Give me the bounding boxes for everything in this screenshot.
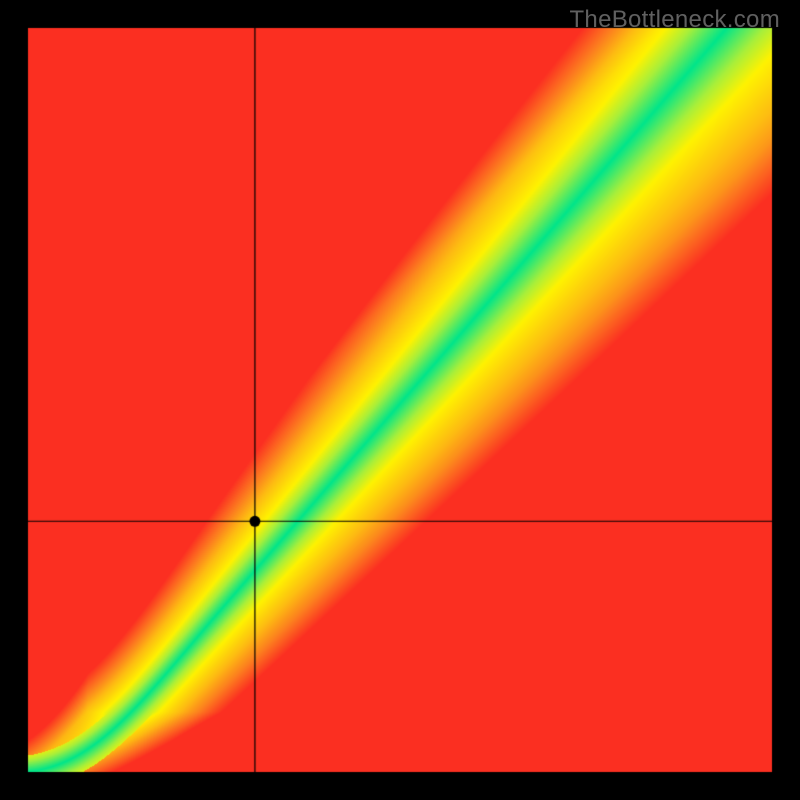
chart-container: TheBottleneck.com: [0, 0, 800, 800]
source-attribution: TheBottleneck.com: [569, 6, 780, 34]
bottleneck-heatmap-canvas: [0, 0, 800, 800]
